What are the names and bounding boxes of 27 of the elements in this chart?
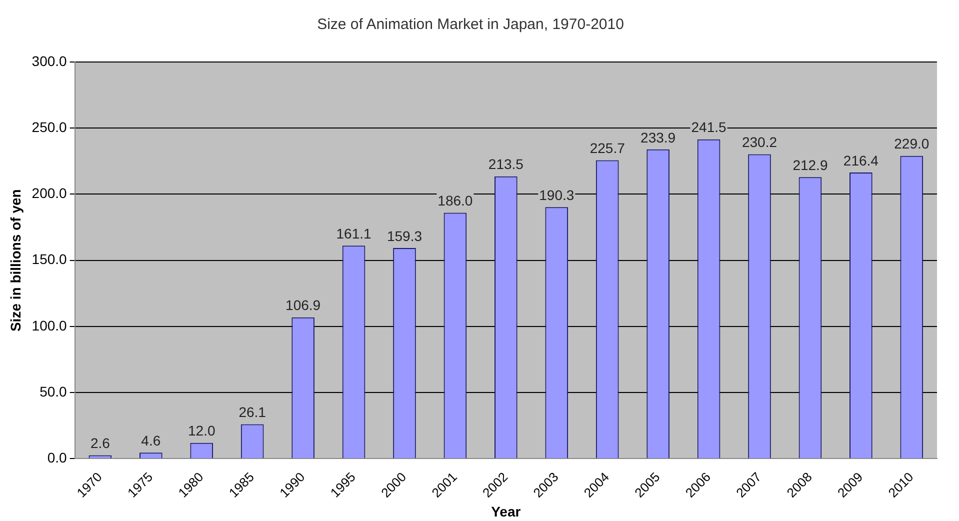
data-label: 241.5 (691, 119, 727, 136)
y-tick-label: 50.0 (40, 383, 68, 400)
data-label: 190.3 (539, 186, 574, 203)
data-label: 225.7 (590, 140, 626, 156)
data-label: 212.9 (792, 157, 828, 174)
data-label: 229.0 (894, 136, 930, 152)
data-label: 230.2 (742, 134, 778, 150)
y-tick-label: 100.0 (32, 317, 68, 334)
y-tick-label: 300.0 (32, 52, 68, 69)
data-label: 213.5 (488, 156, 524, 172)
chart-title: Size of Animation Market in Japan, 1970-2010 (317, 16, 624, 34)
data-label: 186.0 (438, 192, 473, 209)
data-label: 159.3 (386, 228, 422, 244)
y-tick-label: 200.0 (32, 185, 68, 202)
data-label: 161.1 (336, 226, 372, 242)
data-label: 106.9 (286, 297, 321, 314)
y-tick-label: 250.0 (32, 118, 68, 135)
data-label: 12.0 (188, 422, 216, 439)
y-axis-title: Size in billions of yen (7, 189, 24, 332)
data-label: 233.9 (640, 129, 676, 146)
data-label: 4.6 (141, 432, 161, 448)
x-axis-title: Year (491, 503, 522, 520)
data-label: 2.6 (90, 435, 110, 452)
y-tick-label: 0.0 (47, 450, 68, 466)
data-label: 216.4 (843, 152, 879, 168)
y-tick-label: 150.0 (32, 251, 68, 268)
data-label: 26.1 (238, 404, 266, 420)
